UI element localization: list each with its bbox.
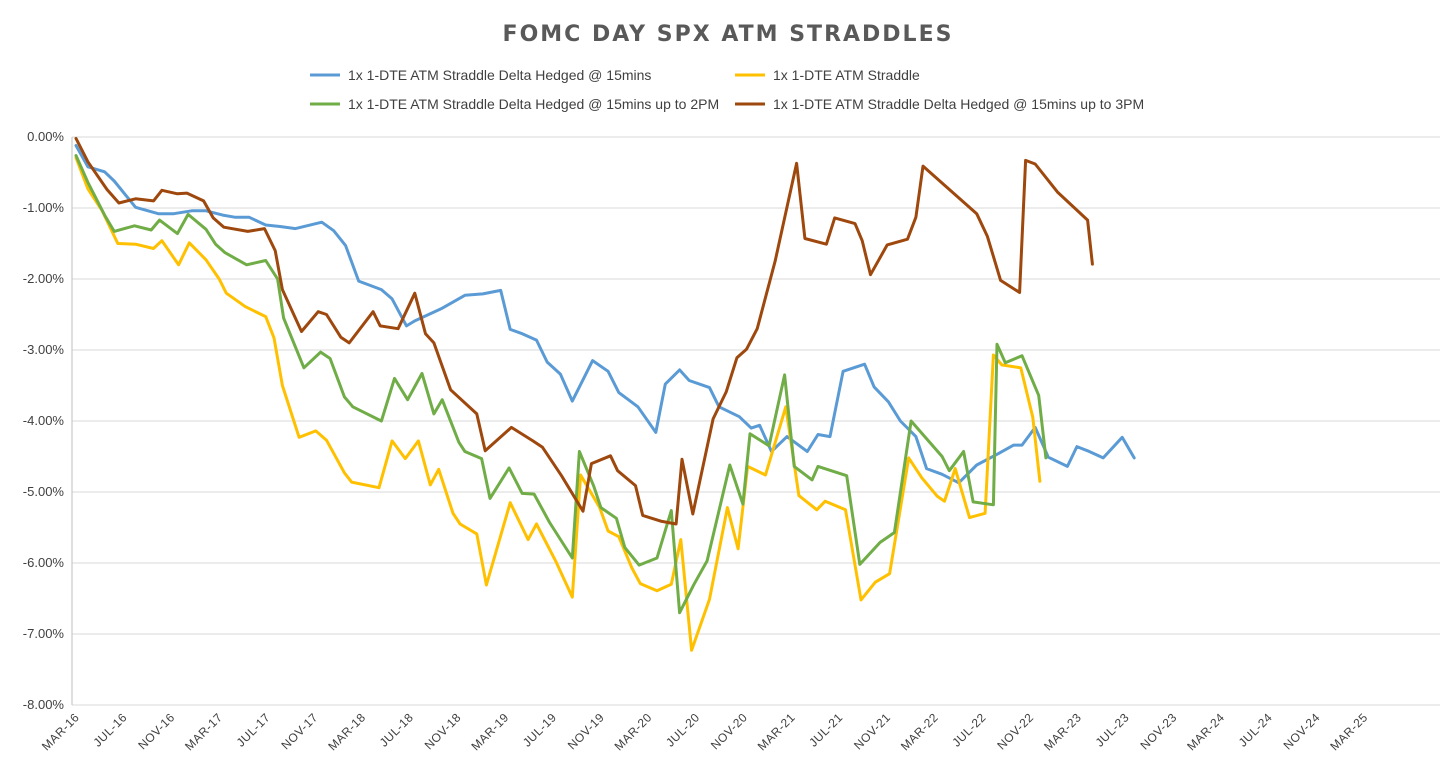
y-tick-label: -1.00% (23, 200, 65, 215)
legend-label: 1x 1-DTE ATM Straddle Delta Hedged @ 15m… (773, 96, 1144, 112)
legend: 1x 1-DTE ATM Straddle Delta Hedged @ 15m… (310, 67, 1144, 112)
legend-label: 1x 1-DTE ATM Straddle Delta Hedged @ 15m… (348, 96, 719, 112)
series-line-4 (74, 136, 1094, 526)
y-tick-label: -3.00% (23, 342, 65, 357)
gridlines (72, 136, 1440, 706)
series-line-1 (74, 144, 1136, 485)
y-tick-label: -4.00% (23, 413, 65, 428)
legend-label: 1x 1-DTE ATM Straddle (773, 67, 920, 83)
y-tick-label: -5.00% (23, 484, 65, 499)
series-line-3 (74, 154, 1048, 615)
y-tick-label: -6.00% (23, 555, 65, 570)
series-line-2 (74, 156, 1042, 652)
y-tick-label: -7.00% (23, 626, 65, 641)
y-tick-label: 0.00% (27, 129, 64, 144)
y-tick-label: -2.00% (23, 271, 65, 286)
y-axis: 0.00% -1.00% -2.00% -3.00% -4.00% -5.00% -6.00… (23, 129, 73, 712)
chart-title: FOMC DAY SPX ATM STRADDLES (503, 22, 954, 47)
y-tick-label: -8.00% (23, 697, 65, 712)
series-group (74, 136, 1136, 652)
legend-label: 1x 1-DTE ATM Straddle Delta Hedged @ 15m… (348, 67, 651, 83)
